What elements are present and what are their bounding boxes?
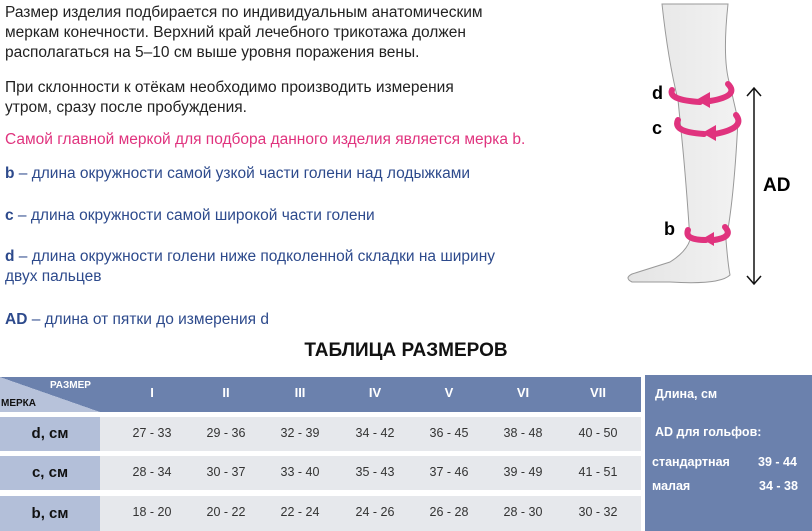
table-cell: 37 - 46	[429, 465, 469, 479]
intro-paragraph-1: Размер изделия подбирается по индивидуал…	[5, 4, 483, 61]
definition-d: d – длина окружности голени ниже подколе…	[5, 248, 496, 285]
table-cell: 41 - 51	[578, 465, 618, 479]
size-header-VI: VI	[516, 385, 530, 400]
size-header-III: III	[294, 385, 306, 400]
table-cell: 35 - 43	[355, 465, 395, 479]
table-row	[100, 456, 641, 490]
ad-arrow-top-icon	[746, 86, 762, 97]
length-small-label: малая	[652, 479, 691, 493]
table-cell: 36 - 45	[429, 426, 469, 440]
table-cell: 33 - 40	[280, 465, 320, 479]
length-title: Длина, см	[655, 387, 718, 401]
arrow-heads	[696, 92, 716, 246]
size-header-II: II	[222, 385, 230, 400]
length-panel: Длина, см AD для гольфов: стандартная 39…	[645, 375, 812, 531]
table-title: ТАБЛИЦА РАЗМЕРОВ	[304, 340, 508, 361]
size-header-V: V	[444, 385, 454, 400]
table-cell: 39 - 49	[503, 465, 543, 479]
table-corner	[0, 377, 100, 412]
row-label: d, см	[0, 417, 100, 451]
table-header	[0, 377, 641, 412]
table-cell: 28 - 34	[132, 465, 172, 479]
highlight-note: Самой главной меркой для подбора данного…	[5, 131, 526, 148]
leg-shape	[627, 3, 739, 284]
label-ad: AD	[763, 175, 790, 196]
ad-arrow-bottom-icon	[746, 275, 762, 286]
intro-paragraph-2: При склонности к отёкам необходимо произ…	[5, 79, 454, 116]
table-cell: 20 - 22	[206, 505, 246, 519]
corner-measure-label: МЕРКА	[1, 398, 36, 409]
table-cell: 38 - 48	[503, 426, 543, 440]
table-cell: 30 - 32	[578, 505, 618, 519]
table-cell: 32 - 39	[280, 426, 320, 440]
length-small-value: 34 - 38	[759, 479, 798, 493]
table-cell: 18 - 20	[132, 505, 172, 519]
row-label: c, см	[0, 456, 100, 490]
table-row	[100, 496, 641, 531]
definition-ad: AD – длина от пятки до измерения d	[5, 311, 269, 328]
table-cell: 29 - 36	[206, 426, 246, 440]
table-row	[100, 417, 641, 451]
measure-rings	[668, 81, 742, 243]
label-d: d	[652, 83, 663, 103]
definition-b: b – длина окружности самой узкой части г…	[5, 165, 471, 182]
table-cell: 26 - 28	[429, 505, 469, 519]
length-standard-label: стандартная	[652, 455, 730, 469]
size-header-VII: VII	[590, 385, 606, 400]
size-header-I: I	[150, 385, 154, 400]
label-c: c	[652, 118, 662, 138]
length-standard-value: 39 - 44	[758, 455, 797, 469]
table-cell: 22 - 24	[280, 505, 320, 519]
table-cell: 28 - 30	[503, 505, 543, 519]
corner-size-label: РАЗМЕР	[50, 380, 91, 391]
definition-c: c – длина окружности самой широкой части…	[5, 207, 375, 224]
length-subtitle: AD для гольфов:	[655, 425, 762, 439]
table-cell: 34 - 42	[355, 426, 395, 440]
row-label: b, см	[0, 496, 100, 531]
table-cell: 40 - 50	[578, 426, 618, 440]
table-cell: 27 - 33	[132, 426, 172, 440]
label-b: b	[664, 219, 675, 239]
size-header-IV: IV	[368, 385, 382, 400]
table-cell: 30 - 37	[206, 465, 246, 479]
leg-diagram: d c b AD	[627, 3, 790, 286]
table-cell: 24 - 26	[355, 505, 395, 519]
